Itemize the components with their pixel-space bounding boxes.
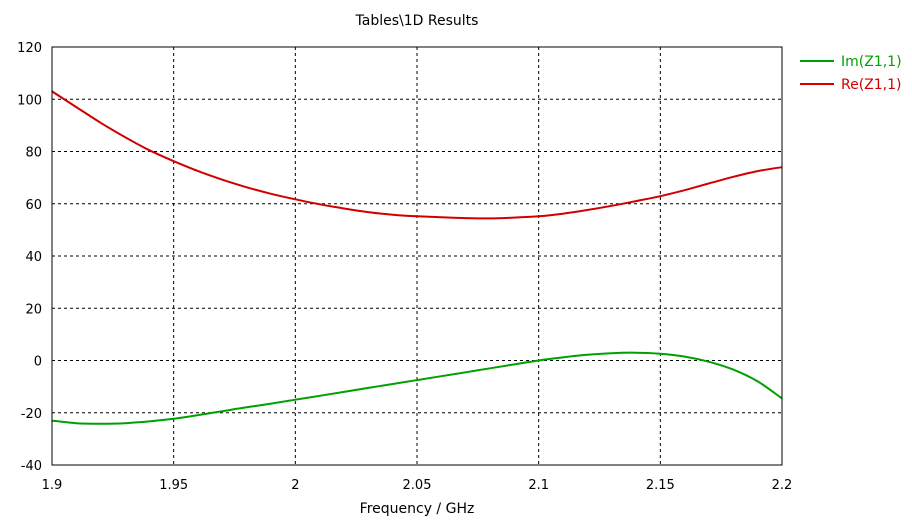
y-tick-label: 60 <box>25 198 42 213</box>
y-tick-label: -40 <box>21 459 42 474</box>
x-axis-label: Frequency / GHz <box>360 501 475 517</box>
grid <box>52 47 782 465</box>
x-tick-label: 2.15 <box>646 478 675 493</box>
x-axis-ticks: 1.9 1.95 2 2.05 2.1 2.15 2.2 <box>42 478 793 493</box>
x-tick-label: 1.9 <box>42 478 63 493</box>
series-line-im-z1-1 <box>51 351 783 425</box>
legend-label: Im(Z1,1) <box>841 54 902 70</box>
x-tick-label: 1.95 <box>159 478 188 493</box>
y-tick-label: 20 <box>25 302 42 317</box>
x-tick-label: 2 <box>291 478 299 493</box>
legend: Im(Z1,1) Re(Z1,1) <box>800 54 902 93</box>
y-tick-label: 80 <box>25 146 42 161</box>
y-tick-label: 40 <box>25 250 42 265</box>
x-tick-label: 2.05 <box>403 478 432 493</box>
x-tick-label: 2.2 <box>772 478 793 493</box>
y-tick-label: 120 <box>17 41 42 56</box>
plot-frame <box>51 46 783 466</box>
x-tick-label: 2.1 <box>528 478 549 493</box>
series-line-re-z1-1 <box>51 90 783 220</box>
y-tick-label: -20 <box>21 407 42 422</box>
y-tick-label: 100 <box>17 93 42 108</box>
chart-title: Tables\1D Results <box>355 13 479 29</box>
plot-series <box>51 90 783 425</box>
y-tick-label: 0 <box>34 355 42 370</box>
legend-label: Re(Z1,1) <box>841 77 902 93</box>
y-axis-ticks: -40 -20 0 20 40 60 80 100 120 <box>17 41 42 474</box>
